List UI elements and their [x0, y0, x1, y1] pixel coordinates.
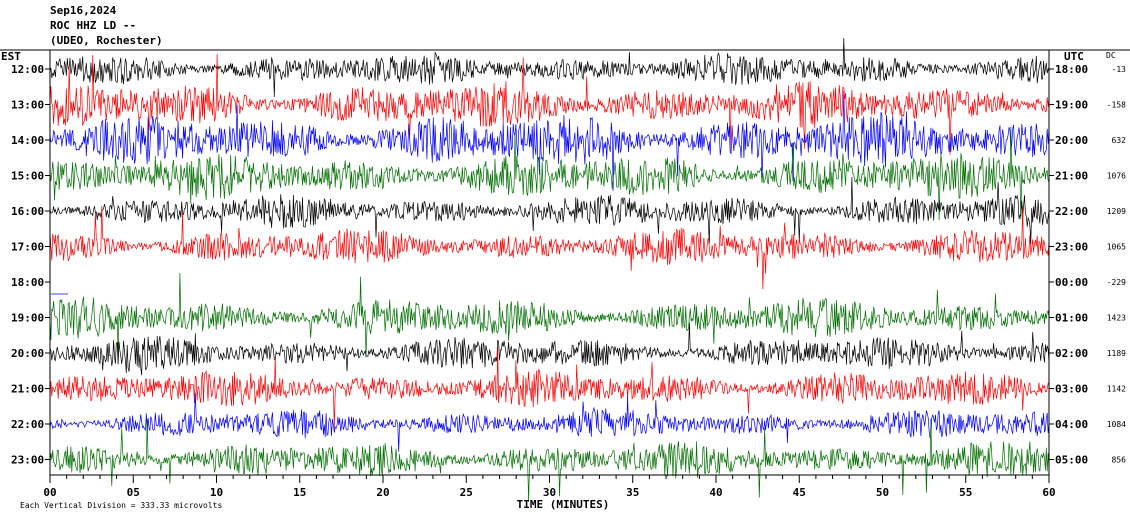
utc-hour-label: 03:00: [1055, 383, 1088, 396]
x-tick-label: 60: [1042, 486, 1055, 499]
dc-offset-value: 1142: [1107, 385, 1126, 394]
est-hour-label: 21:00: [11, 383, 44, 396]
utc-hour-label: 02:00: [1055, 347, 1088, 360]
dc-offset-value: -13: [1112, 65, 1127, 74]
station-label: ROC HHZ LD --: [50, 19, 137, 32]
utc-hour-label: 21:00: [1055, 170, 1088, 183]
dc-offset-value: 632: [1112, 136, 1127, 145]
est-hour-label: 23:00: [11, 454, 44, 467]
utc-axis-label: UTC: [1064, 50, 1084, 63]
x-tick-label: 05: [127, 486, 140, 499]
location-label: (UDEO, Rochester): [50, 34, 163, 47]
est-hour-label: 16:00: [11, 205, 44, 218]
x-tick-label: 45: [793, 486, 806, 499]
trace-2300: [49, 418, 1050, 502]
x-tick-label: 50: [876, 486, 889, 499]
x-tick-label: 00: [43, 486, 56, 499]
x-tick-label: 40: [709, 486, 722, 499]
est-hour-label: 18:00: [11, 276, 44, 289]
axis-labels: 00 05 10 15 20 25 30 35 40 45 50 55 60 TIME (MINUTES)…: [1, 50, 1126, 511]
dc-offset-value: 1076: [1107, 172, 1126, 181]
utc-hour-label: 01:00: [1055, 312, 1088, 325]
trace-2000: [49, 322, 1050, 376]
dc-offset-value: -158: [1107, 101, 1126, 110]
dc-axis-label: DC: [1106, 51, 1116, 60]
x-tick-label: 25: [460, 486, 473, 499]
dc-offset-value: 1423: [1107, 314, 1126, 323]
est-hour-label: 15:00: [11, 170, 44, 183]
utc-hour-label: 23:00: [1055, 241, 1088, 254]
date-label: Sep16,2024: [50, 4, 117, 17]
est-hour-label: 22:00: [11, 418, 44, 431]
est-axis-label: EST: [1, 50, 21, 63]
scale-note: Each Vertical Division = 333.33 microvol…: [20, 501, 222, 510]
est-hour-label: 19:00: [11, 312, 44, 325]
utc-hour-label: 19:00: [1055, 99, 1088, 112]
x-tick-label: 20: [376, 486, 389, 499]
est-hour-label: 12:00: [11, 63, 44, 76]
utc-hour-label: 00:00: [1055, 276, 1088, 289]
trace-1600: [49, 176, 1050, 244]
dc-offset-value: 1084: [1107, 420, 1126, 429]
trace-1900: [49, 273, 1050, 358]
trace-2100: [49, 347, 1050, 429]
trace-1200: [49, 37, 1050, 98]
trace-1300: [49, 53, 1050, 155]
trace-1400: [49, 90, 1050, 192]
dc-offset-value: 1209: [1107, 207, 1126, 216]
est-hour-label: 14:00: [11, 134, 44, 147]
utc-hour-label: 22:00: [1055, 205, 1088, 218]
plot-frame: [0, 49, 1130, 483]
est-hour-label: 17:00: [11, 241, 44, 254]
utc-hour-label: 05:00: [1055, 454, 1088, 467]
x-tick-label: 35: [626, 486, 639, 499]
utc-hour-label: 04:00: [1055, 418, 1088, 431]
x-tick-label: 10: [210, 486, 223, 499]
trace-1500: [49, 126, 1050, 221]
dc-offset-value: -229: [1107, 278, 1126, 287]
utc-hour-label: 18:00: [1055, 63, 1088, 76]
seismogram-traces: [49, 37, 1050, 502]
x-axis-title: TIME (MINUTES): [517, 498, 610, 511]
dc-offset-value: 856: [1112, 456, 1127, 465]
dc-offset-value: 1065: [1107, 243, 1126, 252]
dc-offset-value: 1189: [1107, 349, 1126, 358]
trace-1700: [49, 205, 1050, 290]
x-tick-label: 30: [543, 486, 556, 499]
est-hour-label: 20:00: [11, 347, 44, 360]
x-tick-label: 55: [959, 486, 972, 499]
trace-2200: [49, 392, 1050, 452]
utc-hour-label: 20:00: [1055, 134, 1088, 147]
x-tick-label: 15: [293, 486, 306, 499]
est-hour-label: 13:00: [11, 99, 44, 112]
